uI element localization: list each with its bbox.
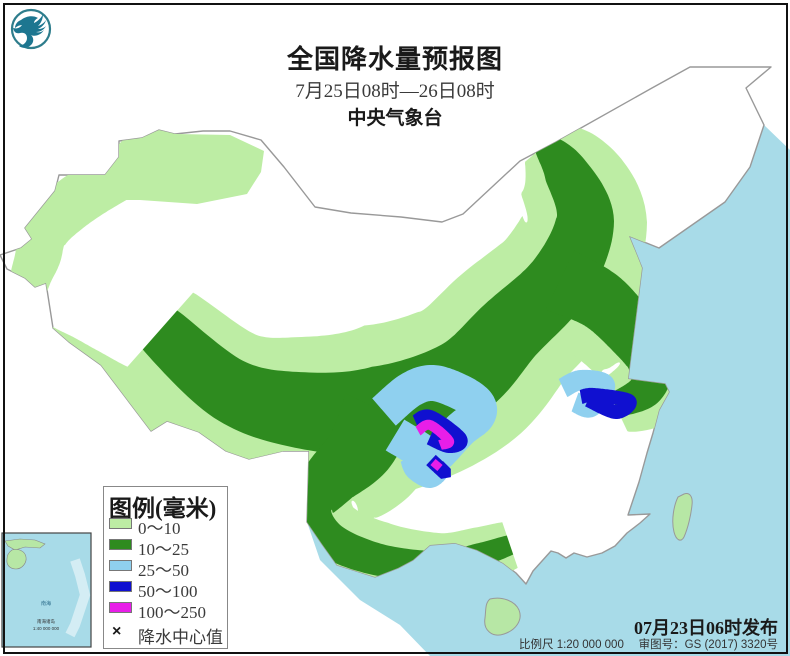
svg-text:1:40 000 000: 1:40 000 000 [33,626,60,631]
svg-text:南海: 南海 [41,600,51,607]
svg-text:南海诸岛: 南海诸岛 [37,618,55,625]
